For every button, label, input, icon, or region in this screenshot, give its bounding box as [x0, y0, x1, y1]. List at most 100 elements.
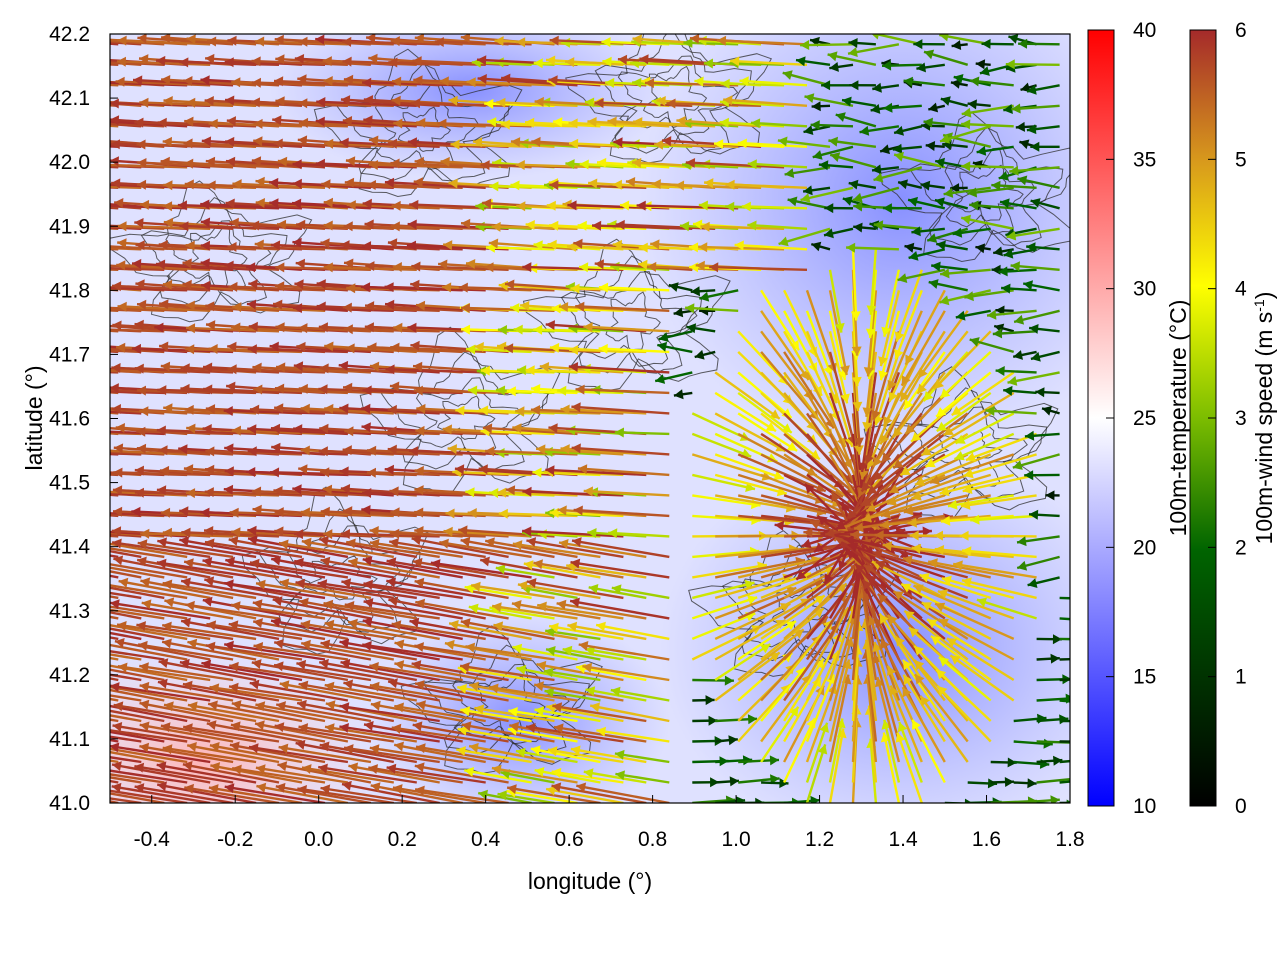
- wind-vector-head: [134, 487, 144, 498]
- wind-vector-head: [365, 261, 375, 271]
- wind-vector-shaft: [340, 532, 440, 538]
- wind-vector-shaft: [111, 284, 211, 292]
- wind-vector-head: [181, 527, 191, 538]
- wind-vector-head: [750, 118, 761, 129]
- wind-vector-shaft: [139, 684, 234, 702]
- colorbar-tick-label: 40: [1133, 19, 1156, 42]
- wind-vector-head: [534, 96, 544, 107]
- wind-vector-head: [343, 74, 354, 85]
- wind-vector-head: [887, 379, 897, 391]
- wind-vector-head: [585, 645, 595, 656]
- wind-vector-head: [389, 381, 400, 392]
- wind-vector-head: [136, 621, 146, 631]
- wind-vector-head: [442, 424, 452, 435]
- wind-vector-head: [867, 615, 878, 626]
- wind-vector-head: [846, 509, 857, 519]
- wind-vector-shaft: [110, 328, 165, 333]
- wind-vector-shaft: [457, 727, 532, 743]
- wind-vector-shaft: [760, 566, 836, 600]
- wind-vector-shaft: [545, 629, 601, 641]
- wind-vector-head: [698, 242, 708, 253]
- wind-vector-head: [830, 152, 841, 162]
- wind-vector-head: [118, 577, 129, 588]
- wind-vector-head: [225, 198, 235, 209]
- wind-vector-head: [96, 660, 106, 670]
- wind-vector-shaft: [230, 603, 326, 620]
- wind-vector-head: [362, 488, 372, 498]
- wind-vector-shaft: [115, 80, 211, 87]
- wind-vector-shaft: [134, 765, 234, 784]
- wind-vector-shaft: [938, 618, 1015, 661]
- wind-vector-head: [390, 528, 400, 539]
- wind-vector-head: [390, 158, 400, 169]
- wind-vector-shaft: [460, 708, 532, 723]
- wind-vector-head: [994, 323, 1005, 334]
- wind-vector-head: [943, 188, 954, 198]
- wind-vector-shaft: [415, 745, 509, 764]
- wind-vector-head: [862, 512, 872, 523]
- wind-vector-head: [1071, 738, 1080, 748]
- wind-vector-head: [1030, 198, 1041, 208]
- wind-vector-head: [976, 145, 987, 156]
- wind-vector-shaft: [386, 766, 486, 784]
- wind-vector-head: [209, 683, 220, 694]
- wind-vector-shaft: [460, 620, 555, 641]
- wind-vector-head: [226, 381, 236, 392]
- wind-vector-shaft: [860, 589, 878, 681]
- wind-vector-head: [468, 603, 479, 614]
- wind-vector-shaft: [551, 784, 647, 803]
- wind-vector-shaft: [291, 201, 394, 210]
- wind-vector-head: [250, 97, 260, 108]
- wind-vector-shaft: [692, 549, 760, 559]
- wind-vector-head: [26, 116, 35, 126]
- wind-vector-head: [1079, 716, 1088, 726]
- wind-vector-shaft: [783, 432, 857, 496]
- wind-vector-head: [940, 96, 951, 106]
- wind-vector-head: [962, 484, 973, 494]
- wind-vector-head: [409, 199, 419, 210]
- wind-vector-shaft: [110, 324, 188, 333]
- terrain-contour: [575, 271, 698, 367]
- wind-vector-shaft: [385, 367, 486, 374]
- wind-vector-shaft: [324, 622, 418, 641]
- wind-vector-head: [911, 491, 922, 501]
- wind-vector-head: [455, 405, 465, 416]
- wind-vector-shaft: [132, 78, 234, 87]
- wind-vector-head: [68, 55, 77, 65]
- wind-vector-shaft: [111, 785, 211, 803]
- wind-vector-head: [872, 642, 882, 653]
- wind-vector-head: [247, 424, 257, 435]
- wind-vector-shaft: [760, 706, 800, 763]
- wind-vector-head: [186, 488, 196, 499]
- wind-vector-head: [863, 367, 874, 377]
- wind-vector-shaft: [468, 683, 555, 702]
- wind-vector-head: [737, 138, 747, 149]
- wind-vector-shaft: [760, 594, 826, 640]
- wind-vector-head: [110, 599, 120, 610]
- wind-vector-shaft: [363, 723, 463, 743]
- wind-vector-head: [1050, 653, 1060, 664]
- wind-vector-head: [411, 535, 422, 546]
- wind-vector-head: [959, 530, 969, 541]
- wind-vector-shaft: [760, 666, 807, 722]
- wind-vector-head: [961, 119, 971, 130]
- wind-vector-head: [562, 199, 572, 210]
- wind-vector-head: [115, 423, 125, 433]
- wind-vector-head: [1027, 84, 1037, 95]
- wind-vector-head: [251, 156, 262, 167]
- wind-vector-shaft: [965, 432, 1038, 462]
- wind-vector-head: [411, 98, 421, 109]
- wind-vector-shaft: [318, 538, 418, 559]
- wind-vector-shaft: [552, 704, 647, 723]
- wind-vector-head: [920, 696, 930, 707]
- wind-vector-shaft: [456, 748, 532, 764]
- wind-vector-head: [725, 201, 735, 212]
- wind-vector-head: [893, 591, 904, 601]
- wind-vector-head: [796, 56, 806, 67]
- wind-vector-head: [42, 115, 51, 125]
- wind-vector-head: [565, 159, 575, 170]
- wind-vector-head: [515, 406, 525, 417]
- wind-vector-head: [838, 560, 848, 571]
- wind-vector-shaft: [883, 719, 901, 783]
- wind-vector-shaft: [595, 623, 670, 641]
